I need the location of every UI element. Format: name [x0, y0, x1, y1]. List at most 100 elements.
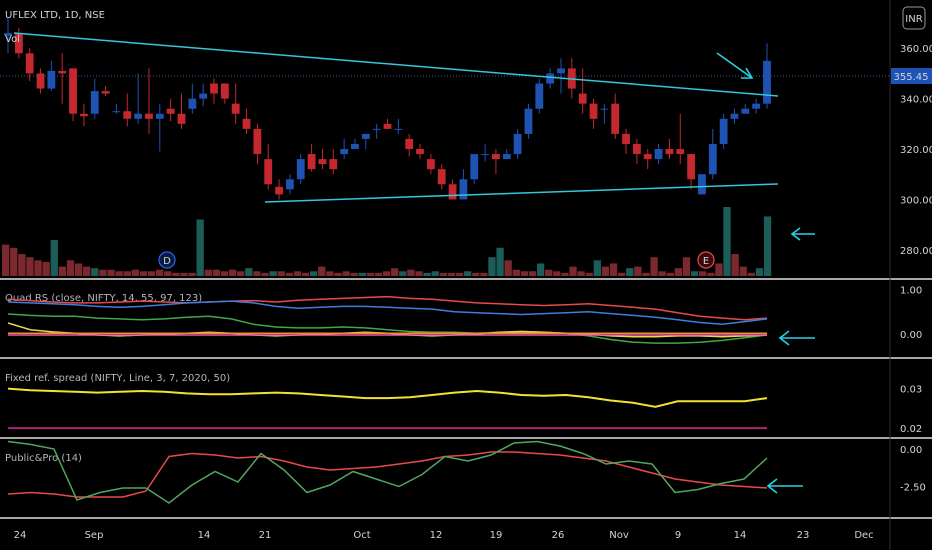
volume-bar [237, 271, 245, 276]
candle-body [177, 113, 186, 124]
time-axis-label: 26 [552, 530, 565, 541]
volume-bar [277, 271, 285, 276]
volume-bar [180, 272, 188, 276]
time-axis-label: Sep [85, 530, 104, 541]
volume-bar [464, 271, 472, 276]
volume-bar [455, 272, 464, 276]
volume-bar [188, 272, 196, 276]
candle-body [632, 143, 641, 155]
candle-body [654, 149, 663, 160]
candle-body [741, 108, 750, 114]
candle-body [730, 113, 739, 119]
candle-body [481, 154, 489, 156]
volume-bar [747, 272, 755, 276]
volume-bar [407, 269, 415, 276]
candle-body [405, 138, 414, 150]
volume-bar [723, 207, 731, 276]
time-axis-label: 14 [198, 530, 211, 541]
price-axis-label: 300.00 [900, 195, 932, 206]
dividend-marker[interactable]: D [158, 251, 176, 269]
candle-body [502, 154, 511, 160]
time-axis-label: Nov [609, 530, 629, 541]
volume-bar [293, 271, 302, 276]
quad-rs-pane: Quad RS (close, NIFTY, 14, 55, 97, 123) [5, 293, 815, 346]
candle-body [611, 103, 620, 134]
volume-bar [212, 269, 221, 276]
price-axis-label: 340.00 [900, 95, 932, 106]
price-axis-label: 0.02 [900, 424, 922, 435]
volume-bar [715, 263, 723, 276]
arrow-annotation-top [716, 52, 754, 79]
arrow-annotation-publicpro [766, 478, 803, 494]
candle-body [752, 103, 761, 109]
candle-body [416, 149, 424, 155]
volume-bar [601, 266, 610, 276]
volume-bar [488, 257, 496, 276]
candle-body [69, 68, 77, 114]
volume-bar [650, 257, 658, 276]
volume-bar [115, 271, 123, 276]
volume-bar [196, 219, 204, 276]
time-axis-label: 24 [14, 530, 27, 541]
dividend-marker-label: D [163, 256, 171, 267]
time-axis-label: Dec [854, 530, 873, 541]
volume-bar [74, 263, 83, 276]
volume-bar [626, 268, 634, 276]
volume-bar [172, 272, 180, 276]
volume-bar [520, 271, 529, 276]
candle-body [166, 108, 175, 114]
volume-bar [423, 272, 431, 276]
volume-bar [674, 268, 683, 276]
candle-body [307, 154, 316, 170]
price-pane: D E UFLEX LTD, 1D, NSE Vol [0, 10, 890, 276]
price-axis[interactable]: 360.00 340.00 320.00 300.00 280.00 1.00 0.00 0.… [900, 44, 932, 493]
series-line [7, 440, 768, 504]
volume-bar [147, 271, 156, 276]
volume-bar [139, 271, 148, 276]
volume-bar [528, 271, 537, 276]
volume-bar [666, 272, 674, 276]
volume-bar [577, 271, 585, 276]
quad-rs-title: Quad RS (close, NIFTY, 14, 55, 97, 123) [5, 293, 202, 304]
volume-bar [690, 271, 699, 276]
candle-body [557, 68, 565, 74]
time-axis-label: 19 [490, 530, 503, 541]
price-axis-label: 0.00 [900, 445, 922, 456]
volume-bar [447, 272, 456, 276]
candle-body [708, 143, 717, 175]
volume-bar [536, 263, 545, 276]
earnings-marker[interactable]: E [697, 251, 715, 269]
candle-body [123, 111, 132, 119]
candle-body [372, 128, 381, 130]
volume-bar [739, 266, 747, 276]
candle-body [622, 133, 630, 144]
candle-body [220, 83, 229, 99]
volume-bar [204, 269, 212, 276]
candle-body [546, 73, 555, 84]
currency-badge[interactable]: INR [902, 6, 926, 30]
candle-body [318, 159, 327, 165]
currency-label: INR [905, 14, 922, 25]
candle-body [361, 133, 370, 139]
volume-bar [682, 257, 691, 276]
volume-bar [261, 272, 269, 276]
volume-bar [399, 271, 407, 276]
candle-body [58, 70, 67, 74]
arrow-annotation-quad [778, 330, 815, 346]
time-axis-label: 12 [430, 530, 443, 541]
volume-bar [18, 254, 26, 276]
volume-bar [34, 260, 42, 276]
volume-bar [350, 272, 358, 276]
price-axis-label: 1.00 [900, 285, 922, 296]
lower-trendline [264, 183, 779, 203]
candle-body [253, 128, 262, 155]
volume-bar [634, 266, 642, 276]
candle-body [112, 111, 121, 113]
candle-body [145, 113, 153, 119]
time-axis[interactable]: 24 Sep 14 21 Oct 12 19 26 Nov 9 14 23 Dec [14, 530, 874, 541]
candle-body [231, 103, 240, 114]
candle-body [698, 174, 706, 195]
volume-bar [42, 261, 50, 276]
price-axis-label: 360.00 [900, 44, 932, 55]
